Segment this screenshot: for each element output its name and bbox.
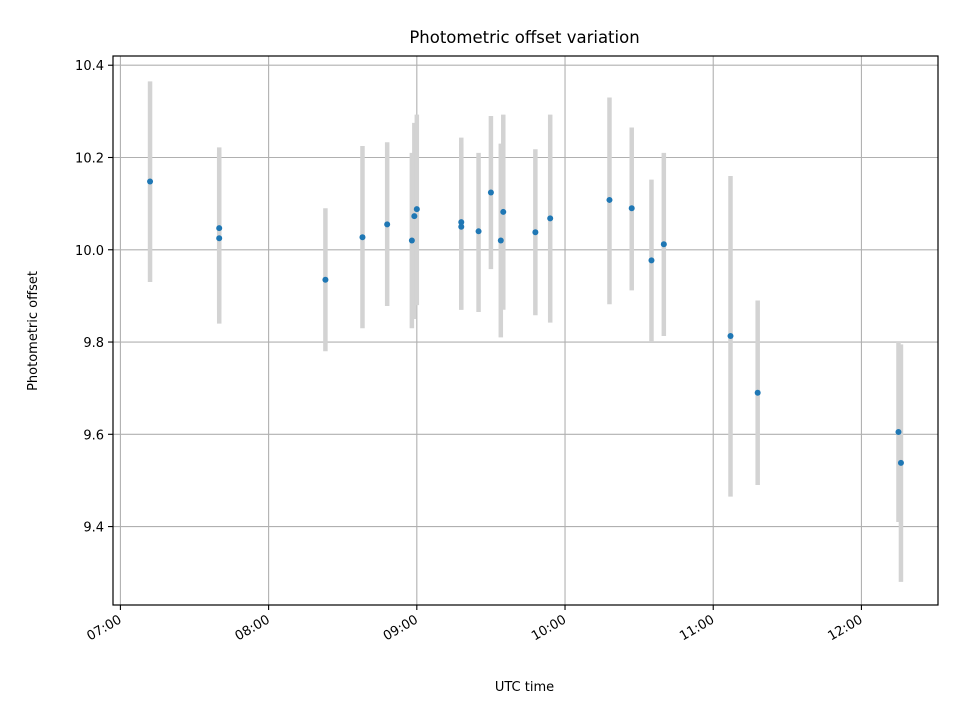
y-tick-label: 10.0 (75, 244, 104, 259)
data-point (628, 205, 635, 212)
data-point (727, 333, 734, 340)
data-point (475, 228, 482, 235)
data-point (216, 225, 223, 232)
y-axis-ticks: 9.4 9.6 9.8 10.0 10.2 10.4 (75, 59, 113, 536)
data-point (147, 178, 154, 185)
data-point (660, 241, 667, 248)
data-point (532, 229, 539, 236)
y-tick-label: 10.4 (75, 59, 104, 74)
data-point (754, 389, 761, 396)
data-point (411, 213, 418, 220)
data-point (458, 219, 465, 226)
data-point (487, 189, 494, 196)
data-point (500, 208, 507, 215)
data-point (359, 234, 366, 241)
data-point (413, 206, 420, 213)
y-tick-label: 9.4 (83, 521, 104, 536)
data-point (408, 237, 415, 244)
data-point (497, 237, 504, 244)
y-tick-label: 9.6 (83, 428, 104, 443)
point-layer (147, 178, 904, 466)
y-tick-label: 10.2 (75, 151, 104, 166)
y-axis-label: Photometric offset (26, 271, 41, 391)
x-axis-label: UTC time (495, 680, 554, 695)
data-point (648, 257, 655, 264)
data-point (547, 215, 554, 222)
data-point (606, 196, 613, 203)
data-point (216, 235, 223, 242)
chart-title: Photometric offset variation (409, 28, 639, 47)
data-point (458, 223, 465, 230)
data-point (897, 459, 904, 466)
plot-frame (112, 55, 939, 606)
data-point (384, 221, 391, 228)
data-point (895, 428, 902, 435)
y-tick-label: 9.8 (83, 336, 104, 351)
data-point (322, 276, 329, 283)
